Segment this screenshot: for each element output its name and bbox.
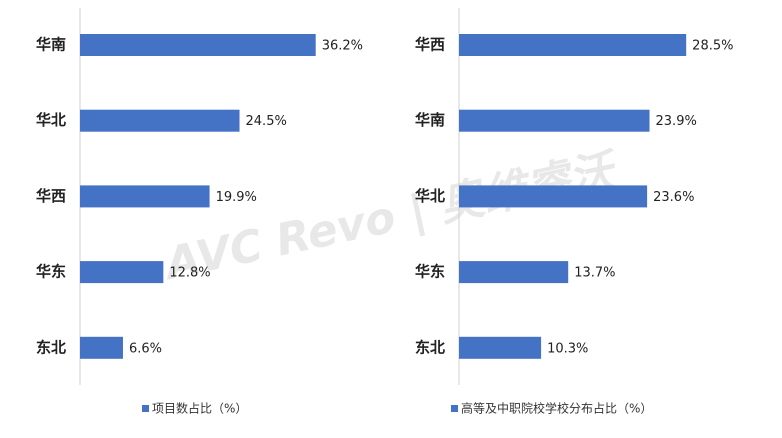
value-label: 19.9% (216, 190, 257, 205)
bar (459, 261, 569, 284)
bar (80, 34, 316, 56)
category-label: 东北 (36, 338, 66, 356)
value-label: 36.2% (322, 39, 363, 54)
value-label: 10.3% (547, 341, 588, 356)
value-label: 23.9% (656, 114, 697, 129)
category-label: 华东 (36, 263, 66, 281)
category-label: 华南 (36, 36, 66, 54)
bar (459, 336, 542, 359)
value-label: 13.7% (574, 266, 615, 281)
value-label: 24.5% (246, 114, 287, 129)
legend-swatch (451, 405, 458, 412)
category-label: 华东 (415, 263, 445, 281)
bar (459, 185, 648, 208)
category-label: 华北 (415, 187, 445, 205)
bar (80, 336, 123, 359)
value-label: 12.8% (169, 266, 210, 281)
legend-swatch (142, 405, 149, 412)
legend-label: 项目数占比（%） (152, 401, 247, 416)
value-label: 23.6% (653, 190, 694, 205)
value-label: 6.6% (129, 341, 162, 356)
bar (459, 34, 687, 56)
bar (80, 185, 210, 208)
category-label: 华西 (415, 36, 445, 54)
bar (80, 109, 240, 132)
category-label: 华北 (36, 111, 66, 129)
category-label: 华南 (415, 111, 445, 129)
category-label: 东北 (415, 338, 445, 356)
value-label: 28.5% (692, 39, 733, 54)
category-label: 华西 (36, 187, 66, 205)
bar (459, 109, 650, 132)
legend-label: 高等及中职院校学校分布占比（%） (461, 401, 652, 416)
bar (80, 261, 164, 284)
